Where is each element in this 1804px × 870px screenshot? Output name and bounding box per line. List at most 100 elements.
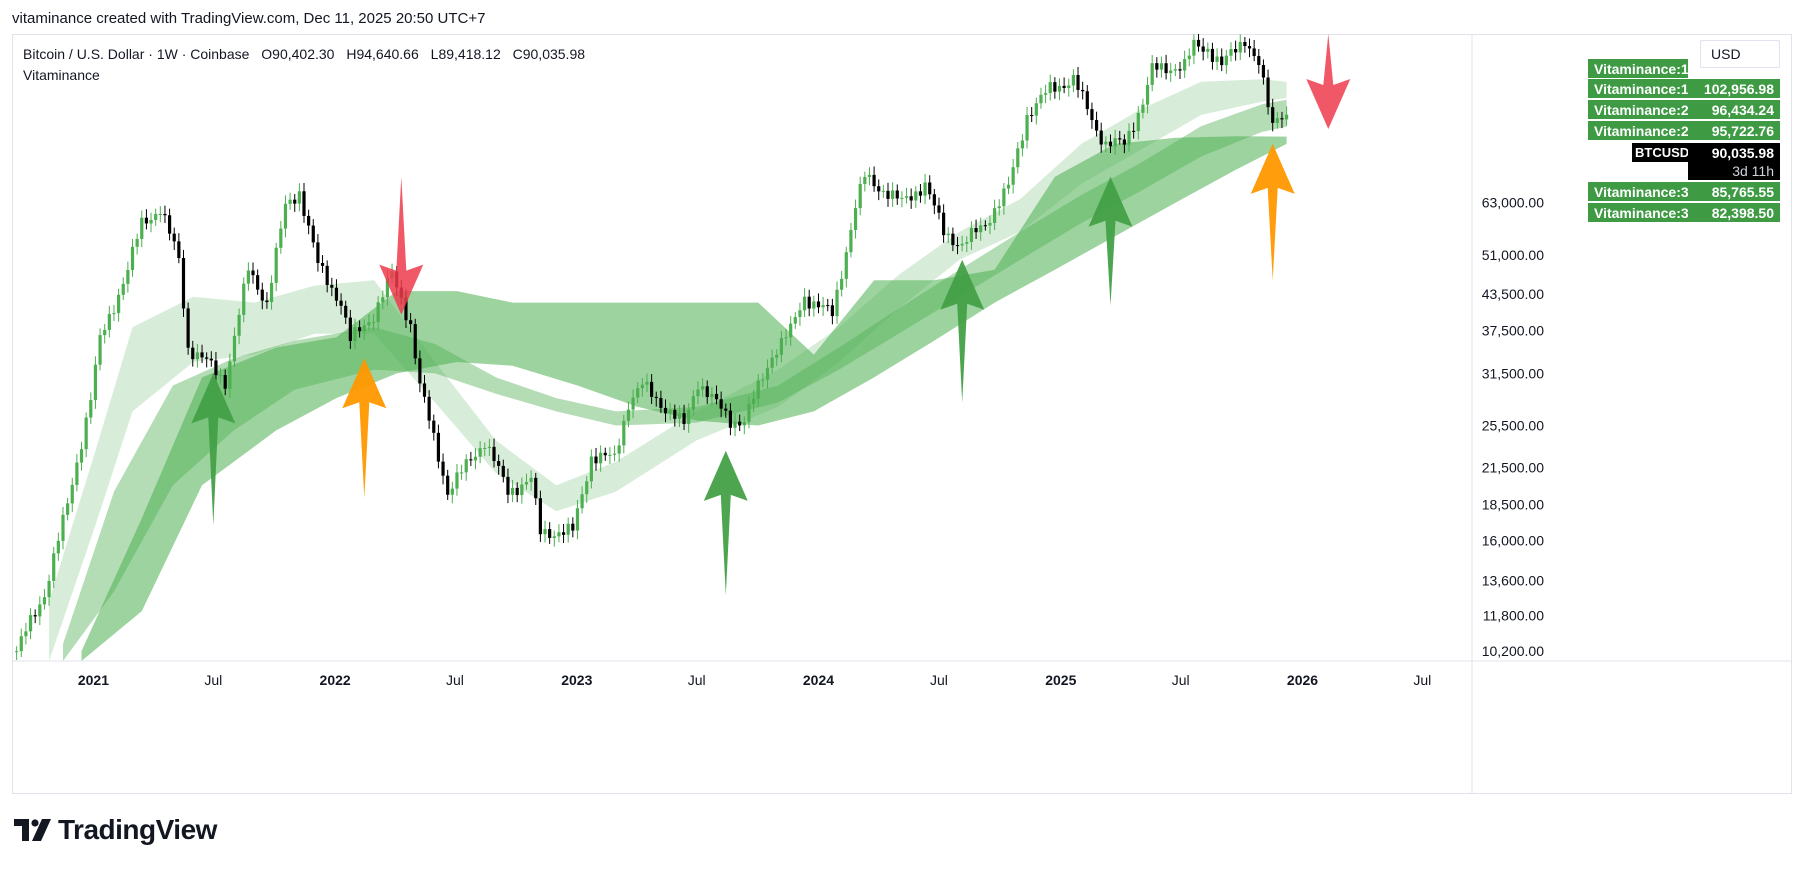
candle (191, 347, 195, 360)
candle (186, 308, 190, 348)
candle (66, 503, 70, 515)
green-arrow-up (703, 450, 748, 596)
candle (904, 196, 909, 198)
tag-last-price: 90,035.98 (1688, 143, 1780, 162)
candle (1169, 70, 1173, 74)
candle (807, 296, 811, 309)
candle (603, 452, 607, 456)
candle (756, 380, 760, 399)
candle (909, 196, 913, 201)
candle (1057, 85, 1062, 92)
candle (751, 398, 756, 404)
candle (993, 208, 997, 223)
tag-vitaminance-2b-value: 95,722.76 (1688, 121, 1780, 140)
candle (779, 338, 783, 355)
candle (529, 477, 533, 483)
candle (75, 462, 79, 485)
high-value: H94,640.66 (346, 46, 419, 62)
candle (320, 262, 325, 266)
candle (997, 206, 1001, 209)
tag-bar-countdown: 3d 11h (1688, 161, 1780, 180)
candle (1275, 118, 1279, 123)
candle (256, 275, 260, 290)
candle (1090, 109, 1094, 121)
candle (520, 484, 524, 496)
candle (232, 335, 237, 362)
candle (19, 636, 23, 652)
tradingview-logo[interactable]: TradingView (14, 814, 217, 846)
x-tick-label: 2021 (78, 672, 109, 688)
indicator-name: Vitaminance (23, 67, 100, 83)
candle (362, 325, 366, 332)
candle (816, 301, 821, 308)
tag-vitaminance-3b-label: Vitaminance:3 (1588, 203, 1689, 222)
candle (1067, 85, 1071, 88)
candle (506, 476, 510, 495)
candle (798, 310, 802, 318)
candle (510, 487, 515, 495)
candle (339, 300, 343, 306)
candle (163, 213, 167, 216)
candle (1210, 48, 1215, 62)
candle (932, 194, 936, 206)
candle (121, 283, 125, 295)
candle (765, 367, 770, 380)
candle (663, 407, 668, 414)
candle (612, 453, 617, 455)
candle (446, 475, 450, 495)
candle (673, 409, 677, 419)
candle (552, 536, 556, 538)
candle (1266, 77, 1270, 108)
orange-arrow-up (342, 358, 387, 498)
candle (914, 191, 918, 201)
price-chart[interactable]: 2021 Jul 2022 Jul 2023 Jul 2024 Jul 2025 Jul 2026 J… (12, 34, 1792, 794)
y-tick-label: 21,500.00 (1482, 460, 1544, 476)
candle (307, 215, 311, 226)
band-vitaminance-1 (49, 79, 1287, 662)
candle (459, 472, 464, 474)
x-tick-label: Jul (688, 672, 706, 688)
candle (691, 396, 695, 410)
candle (1071, 74, 1075, 86)
candle (246, 270, 250, 284)
candle (557, 532, 561, 537)
candle (548, 529, 552, 538)
candle (223, 374, 227, 389)
candle (497, 461, 501, 466)
currency-button[interactable]: USD (1700, 40, 1780, 68)
candle (858, 184, 862, 209)
candle (409, 320, 413, 325)
candle (79, 449, 84, 463)
candle (15, 651, 19, 653)
orange-arrow-up (1250, 143, 1295, 281)
candle (1206, 48, 1210, 52)
candle (436, 432, 441, 462)
candle (812, 301, 816, 309)
candle (450, 488, 454, 495)
candle (140, 217, 144, 239)
candle (214, 360, 218, 376)
close-value: C90,035.98 (512, 46, 586, 62)
candle (135, 238, 139, 247)
candle (617, 445, 621, 454)
candle (1192, 39, 1196, 56)
candle (1141, 104, 1145, 113)
candle (923, 182, 927, 196)
tag-vitaminance-3a-value: 85,765.55 (1688, 182, 1780, 201)
candle (571, 523, 575, 531)
candle (358, 327, 362, 332)
candle (714, 393, 719, 400)
candle (376, 302, 380, 323)
y-tick-label: 43,500.00 (1482, 286, 1544, 302)
candle (33, 615, 37, 617)
candle (269, 282, 274, 303)
candle (469, 459, 473, 461)
candle (288, 199, 292, 204)
y-tick-label: 63,000.00 (1482, 195, 1544, 211)
candle (891, 190, 895, 199)
candle (626, 409, 631, 421)
x-tick-label: 2024 (803, 672, 834, 688)
candle (881, 190, 885, 192)
candle (849, 229, 853, 253)
candle (561, 532, 566, 535)
